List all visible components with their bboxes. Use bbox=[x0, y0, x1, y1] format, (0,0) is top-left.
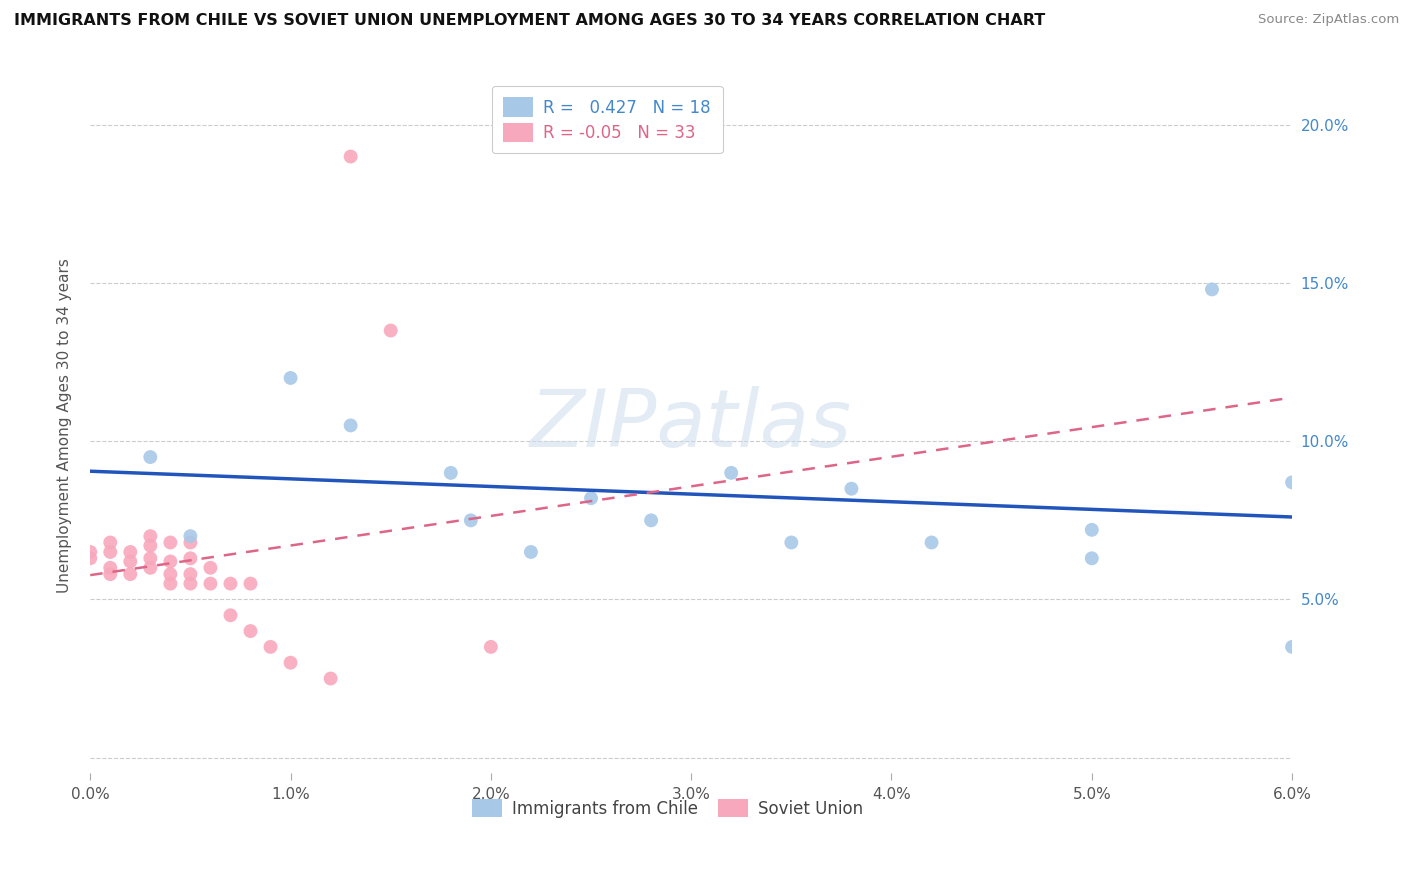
Point bbox=[720, 466, 742, 480]
Point bbox=[780, 535, 803, 549]
Legend: Immigrants from Chile, Soviet Union: Immigrants from Chile, Soviet Union bbox=[465, 793, 869, 824]
Point bbox=[120, 554, 142, 568]
Y-axis label: Unemployment Among Ages 30 to 34 years: Unemployment Among Ages 30 to 34 years bbox=[58, 258, 72, 593]
Point bbox=[139, 529, 162, 543]
Point bbox=[239, 576, 262, 591]
Point bbox=[339, 149, 361, 163]
Point bbox=[139, 539, 162, 553]
Text: IMMIGRANTS FROM CHILE VS SOVIET UNION UNEMPLOYMENT AMONG AGES 30 TO 34 YEARS COR: IMMIGRANTS FROM CHILE VS SOVIET UNION UN… bbox=[14, 13, 1045, 29]
Point bbox=[640, 513, 662, 527]
Point bbox=[159, 567, 181, 582]
Point bbox=[259, 640, 281, 654]
Point bbox=[1281, 475, 1303, 490]
Point bbox=[219, 608, 242, 623]
Point bbox=[139, 450, 162, 464]
Point bbox=[1081, 551, 1104, 566]
Point bbox=[280, 656, 302, 670]
Point bbox=[139, 551, 162, 566]
Point bbox=[98, 535, 121, 549]
Point bbox=[120, 567, 142, 582]
Point bbox=[200, 561, 222, 575]
Point bbox=[479, 640, 502, 654]
Point bbox=[579, 491, 602, 506]
Point bbox=[239, 624, 262, 638]
Point bbox=[460, 513, 482, 527]
Point bbox=[179, 529, 201, 543]
Text: Source: ZipAtlas.com: Source: ZipAtlas.com bbox=[1258, 13, 1399, 27]
Point bbox=[280, 371, 302, 385]
Point bbox=[1281, 640, 1303, 654]
Point bbox=[179, 551, 201, 566]
Point bbox=[159, 554, 181, 568]
Point bbox=[179, 535, 201, 549]
Point bbox=[319, 672, 342, 686]
Point bbox=[98, 567, 121, 582]
Point bbox=[520, 545, 543, 559]
Point bbox=[98, 561, 121, 575]
Text: ZIPatlas: ZIPatlas bbox=[530, 386, 852, 465]
Point bbox=[380, 324, 402, 338]
Point bbox=[79, 551, 101, 566]
Point bbox=[98, 545, 121, 559]
Point bbox=[179, 576, 201, 591]
Point bbox=[1201, 282, 1223, 296]
Point bbox=[139, 561, 162, 575]
Point bbox=[159, 535, 181, 549]
Point bbox=[339, 418, 361, 433]
Point bbox=[219, 576, 242, 591]
Point bbox=[200, 576, 222, 591]
Point bbox=[440, 466, 463, 480]
Point bbox=[921, 535, 943, 549]
Point bbox=[159, 576, 181, 591]
Point bbox=[79, 545, 101, 559]
Point bbox=[120, 545, 142, 559]
Point bbox=[1081, 523, 1104, 537]
Point bbox=[841, 482, 863, 496]
Point bbox=[179, 567, 201, 582]
